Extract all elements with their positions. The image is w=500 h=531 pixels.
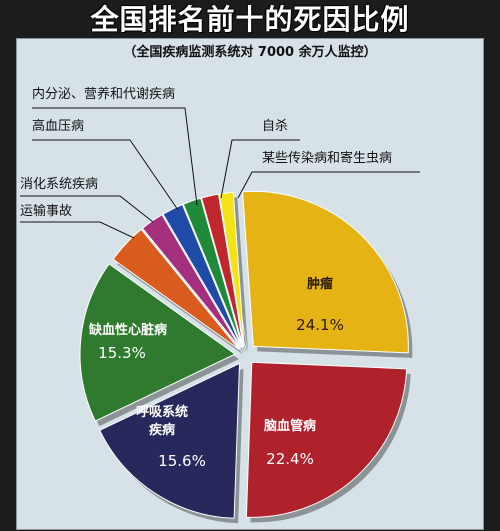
callout-line bbox=[20, 221, 135, 239]
slice-callout-label: 消化系统疾病 bbox=[20, 177, 98, 192]
slice-callout-label: 内分泌、营养和代谢疾病 bbox=[32, 86, 175, 102]
pie-slice bbox=[99, 362, 241, 519]
pie-slice bbox=[245, 361, 408, 518]
slice-label: 脑血管病 bbox=[264, 418, 316, 434]
pie-slice bbox=[162, 203, 242, 349]
pie-slice bbox=[79, 263, 237, 422]
slice-callout-label: 运输事故 bbox=[20, 203, 72, 219]
pie-slice bbox=[242, 190, 409, 354]
slice-label: 肿瘤 bbox=[307, 276, 333, 292]
slice-label: 缺血性心脏病 bbox=[88, 322, 167, 338]
callout-line bbox=[32, 139, 179, 211]
callout-line bbox=[32, 107, 198, 206]
slice-value-label: 22.4% bbox=[266, 450, 314, 468]
slice-label: 疾病 bbox=[149, 422, 175, 438]
callout-line bbox=[237, 171, 420, 199]
pie-slice bbox=[182, 197, 243, 348]
chart-title: 全国排名前十的死因比例 bbox=[90, 3, 410, 36]
slice-callout-label: 自杀 bbox=[262, 119, 288, 134]
slice-value-label: 24.1% bbox=[296, 316, 344, 334]
callout-line bbox=[220, 139, 300, 199]
callout-line bbox=[20, 195, 154, 223]
pie-slice bbox=[200, 193, 244, 348]
slice-value-label: 15.3% bbox=[98, 344, 146, 362]
chart-subtitle: （全国疾病监测系统对 7000 余万人监控） bbox=[123, 45, 377, 60]
pie-slice bbox=[218, 191, 245, 348]
pie-slice bbox=[112, 228, 240, 350]
slice-label: 呼吸系统 bbox=[136, 404, 188, 420]
slice-callout-label: 高血压病 bbox=[32, 118, 84, 134]
slice-callout-label: 某些传染病和寄生虫病 bbox=[262, 150, 392, 166]
slice-value-label: 15.6% bbox=[158, 452, 206, 470]
